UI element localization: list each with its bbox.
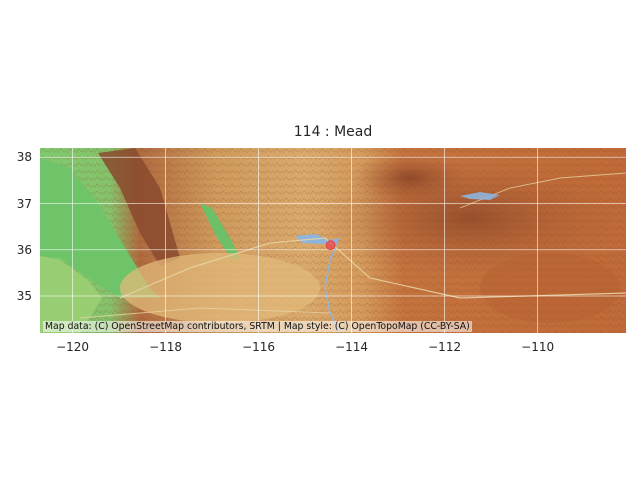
plateau-highland (350, 153, 470, 203)
y-tick-label: 38 (16, 150, 32, 165)
y-tick-label: 35 (16, 289, 32, 303)
x-tick-label: −118 (149, 340, 183, 354)
coastal-lowland (40, 256, 102, 333)
x-tick-label: −116 (242, 340, 276, 354)
map-canvas (40, 148, 626, 333)
mogollon-rim (480, 253, 620, 323)
marker-layer (325, 240, 336, 251)
map-gridlines (40, 148, 626, 333)
y-tick-label: 36 (16, 242, 32, 257)
highway (79, 307, 331, 319)
x-tick-label: −120 (56, 340, 90, 354)
highway (119, 237, 626, 299)
colorado-river (324, 239, 341, 333)
mojave-desert (120, 253, 320, 323)
topographic-map[interactable]: Map data: (C) OpenStreetMap contributors… (40, 148, 626, 333)
map-attribution[interactable]: Map data: (C) OpenStreetMap contributors… (43, 321, 472, 332)
x-tick-label: −114 (335, 340, 369, 354)
x-tick-label: −112 (428, 340, 462, 354)
y-tick-label: 37 (16, 196, 32, 211)
lake (460, 192, 500, 200)
valley-lowland (200, 203, 240, 260)
central-valley-lowland (40, 158, 160, 298)
location-marker[interactable] (325, 240, 336, 251)
x-tick-label: −110 (521, 340, 555, 354)
sierra-nevada (98, 148, 180, 266)
map-title: 114 : Mead (293, 124, 373, 140)
